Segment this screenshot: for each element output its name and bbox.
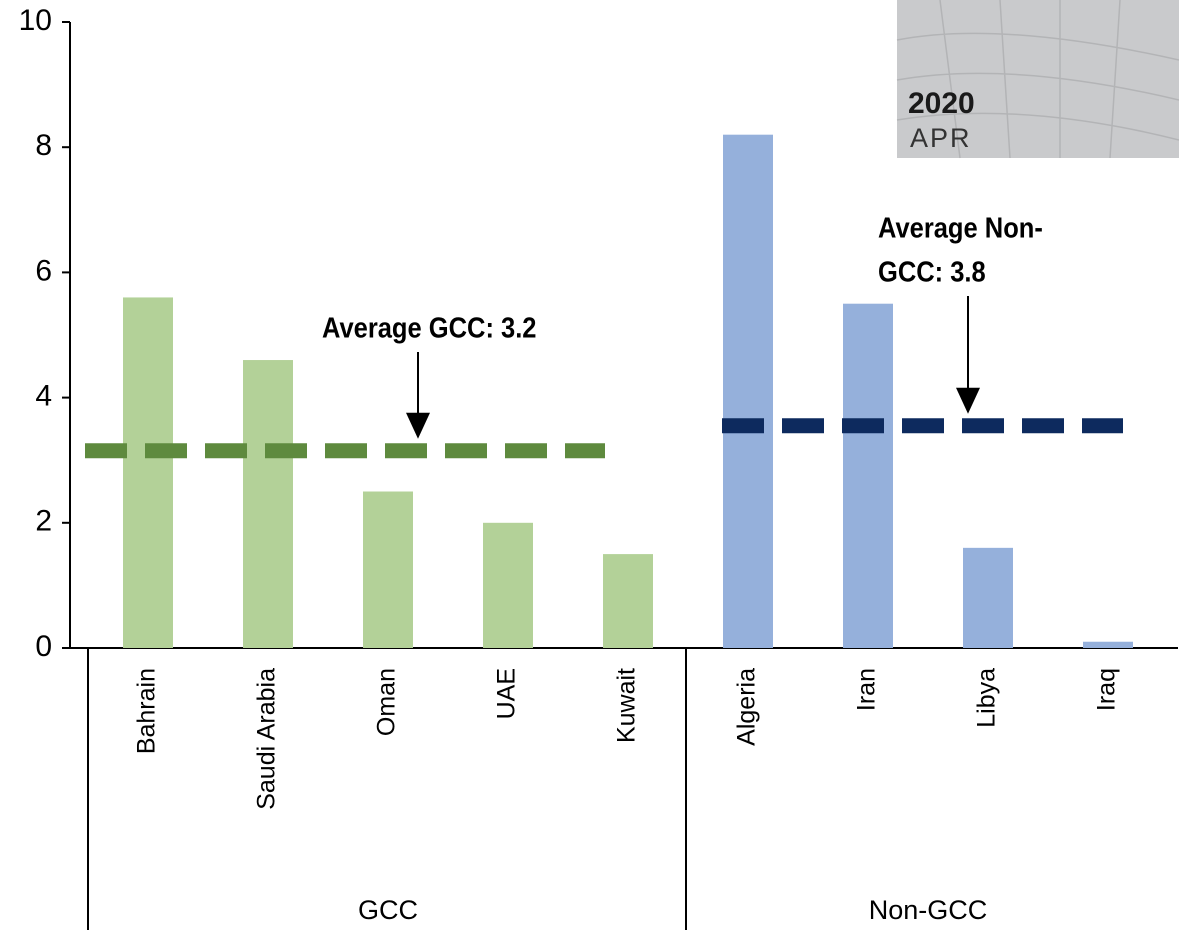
bar <box>963 547 1013 648</box>
x-tick-label: Saudi Arabia <box>253 668 281 810</box>
y-tick-label: 10 <box>19 4 52 37</box>
badge-month: APR <box>910 123 972 153</box>
x-tick-label: Oman <box>373 668 401 736</box>
bar <box>1083 641 1133 648</box>
bar <box>603 554 653 648</box>
x-tick-label: Iran <box>853 668 881 711</box>
annotation: Average GCC: 3.2 <box>322 311 537 344</box>
bar <box>843 303 893 648</box>
y-tick-label: 4 <box>35 380 52 413</box>
badge-year: 2020 <box>908 87 975 120</box>
annotation-arrowhead <box>956 387 980 414</box>
x-tick-label: Bahrain <box>133 668 161 754</box>
bar <box>483 522 533 648</box>
bar <box>243 360 293 648</box>
annotation-arrowhead <box>406 412 430 439</box>
y-tick-label: 6 <box>35 254 52 287</box>
bar <box>723 134 773 648</box>
bar <box>363 491 413 648</box>
group-label: Non-GCC <box>869 895 988 925</box>
annotation: GCC: 3.8 <box>878 255 986 288</box>
x-tick-label: Iraq <box>1093 668 1121 711</box>
y-tick-label: 0 <box>35 630 52 663</box>
badge-pattern <box>896 0 1179 159</box>
x-tick-label: Algeria <box>733 668 761 746</box>
annotation: Average Non- <box>878 211 1043 244</box>
x-tick-label: UAE <box>493 668 521 719</box>
y-tick-label: 2 <box>35 505 52 538</box>
bar <box>123 297 173 648</box>
x-tick-label: Kuwait <box>613 668 641 743</box>
x-tick-label: Libya <box>973 668 1001 728</box>
group-label: GCC <box>358 895 418 925</box>
badge: 2020 APR <box>896 0 1179 159</box>
y-tick-label: 8 <box>35 129 52 162</box>
